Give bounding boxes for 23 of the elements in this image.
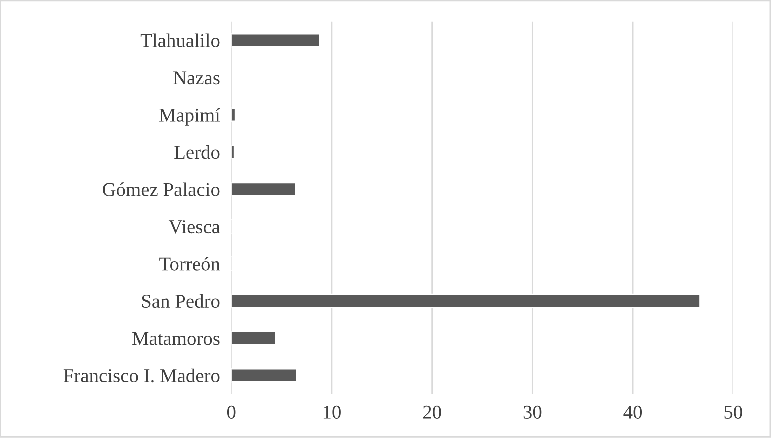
y-tick-label: Mapimí <box>159 108 220 126</box>
y-tick-label: Torreón <box>160 257 220 271</box>
bar <box>232 33 321 48</box>
y-tick-label: Nazas <box>174 72 220 85</box>
y-tick-label: Francisco I. Madero <box>64 368 220 383</box>
y-tick-label: Tlahualilo <box>140 34 220 48</box>
y-tick-label: San Pedro <box>142 294 220 308</box>
y-tick-label: Lerdo <box>174 145 220 160</box>
x-tick-label: 30 <box>524 406 542 419</box>
bar <box>232 144 236 160</box>
bar <box>232 368 298 383</box>
bar <box>232 108 236 122</box>
x-tick-label: 20 <box>423 406 442 419</box>
bar <box>232 182 297 197</box>
x-tick-label: 50 <box>724 406 742 419</box>
bar <box>232 294 701 308</box>
x-tick-label: 40 <box>624 406 642 419</box>
x-tick-label: 10 <box>324 406 341 419</box>
y-tick-label: Viesca <box>168 220 220 234</box>
x-tick-label: 0 <box>227 406 236 419</box>
y-tick-label: Matamoros <box>132 332 220 346</box>
bar <box>232 331 276 346</box>
y-tick-label: Gómez Palacio <box>103 182 220 196</box>
